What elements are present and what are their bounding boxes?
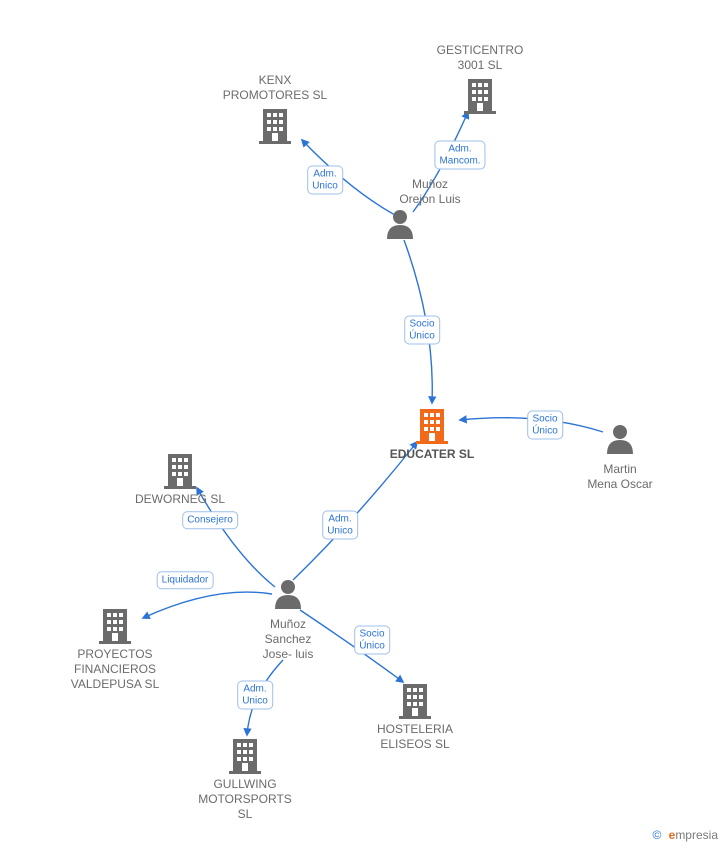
node-label: PROYECTOS FINANCIEROS VALDEPUSA SL bbox=[45, 647, 185, 692]
building-icon bbox=[416, 409, 448, 444]
node-label: KENX PROMOTORES SL bbox=[205, 73, 345, 103]
edge-line bbox=[143, 592, 272, 618]
building-icon bbox=[99, 609, 131, 644]
node-label: EDUCATER SL bbox=[362, 447, 502, 462]
edge-label: Adm. Mancom. bbox=[434, 141, 485, 170]
building-icon bbox=[464, 79, 496, 114]
footer-attribution: © empresia bbox=[652, 828, 718, 842]
building-icon bbox=[164, 454, 196, 489]
edge-label: Socio Único bbox=[354, 626, 390, 655]
node-label: HOSTELERIA ELISEOS SL bbox=[345, 722, 485, 752]
edge-label: Adm. Unico bbox=[307, 166, 343, 195]
edge-label: Consejero bbox=[182, 511, 238, 529]
edge-label: Socio Único bbox=[527, 411, 563, 440]
edge-label: Liquidador bbox=[157, 571, 214, 589]
node-label: GESTICENTRO 3001 SL bbox=[410, 43, 550, 73]
building-icon bbox=[399, 684, 431, 719]
node-label: Muñoz Orejon Luis bbox=[360, 177, 500, 207]
node-label: Martin Mena Oscar bbox=[550, 462, 690, 492]
person-icon bbox=[275, 580, 301, 609]
node-label: GULLWING MOTORSPORTS SL bbox=[175, 777, 315, 822]
node-label: DEWORNEG SL bbox=[110, 492, 250, 507]
building-icon bbox=[259, 109, 291, 144]
node-label: Muñoz Sanchez Jose- luis bbox=[218, 617, 358, 662]
building-icon bbox=[229, 739, 261, 774]
person-icon bbox=[387, 210, 413, 239]
edge-label: Socio Único bbox=[404, 316, 440, 345]
brand-name: mpresia bbox=[675, 828, 718, 842]
copyright-symbol: © bbox=[652, 828, 661, 842]
person-icon bbox=[607, 425, 633, 454]
edge-label: Adm. Unico bbox=[322, 511, 358, 540]
edge-label: Adm. Unico bbox=[237, 681, 273, 710]
